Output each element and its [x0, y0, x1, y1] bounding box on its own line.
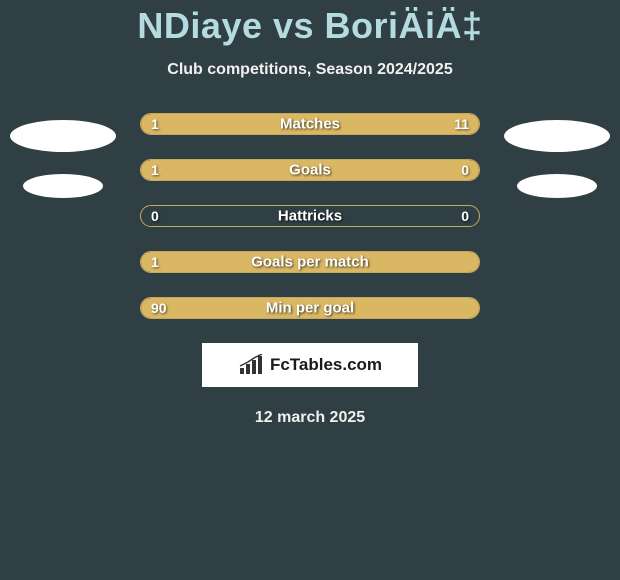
bar-left-fill: [141, 160, 411, 180]
stat-bar-matches: 111Matches: [140, 113, 480, 135]
avatar-placeholder-left-2: [23, 174, 103, 198]
stat-value-right: 11: [454, 116, 469, 132]
chart-icon: [238, 354, 264, 376]
stat-value-left: 90: [151, 300, 167, 316]
stat-value-left: 0: [151, 208, 159, 224]
avatar-placeholder-left-1: [10, 120, 116, 152]
date-label: 12 march 2025: [0, 409, 620, 427]
bar-right-fill: [202, 114, 479, 134]
stat-label: Matches: [280, 116, 340, 133]
right-avatar-group: [504, 120, 610, 198]
stats-bars: 111Matches10Goals00Hattricks1Goals per m…: [140, 113, 480, 319]
stat-bar-goals: 1 0 Goals: [140, 159, 480, 181]
stat-value-right: 0: [461, 162, 469, 178]
stat-label: Goals: [289, 162, 331, 179]
stat-label: Hattricks: [278, 208, 342, 225]
stat-bar-goals-per-match: 1 Goals per match: [140, 251, 480, 273]
subtitle: Club competitions, Season 2024/2025: [0, 61, 620, 79]
stat-bar-min-per-goal: 90 Min per goal: [140, 297, 480, 319]
stat-value-right: 0: [461, 208, 469, 224]
stat-label: Min per goal: [266, 300, 354, 317]
stat-label: Goals per match: [251, 254, 369, 271]
logo-text: FcTables.com: [270, 355, 382, 375]
stat-value-left: 1: [151, 162, 159, 178]
logo-box: FcTables.com: [202, 343, 418, 387]
avatar-placeholder-right-1: [504, 120, 610, 152]
stat-value-left: 1: [151, 254, 159, 270]
page-title: NDiaye vs BoriÄiÄ‡: [0, 5, 620, 47]
left-avatar-group: [10, 120, 116, 198]
stat-value-left: 1: [151, 116, 159, 132]
stat-bar-hattricks: 0 0 Hattricks: [140, 205, 480, 227]
avatar-placeholder-right-2: [517, 174, 597, 198]
